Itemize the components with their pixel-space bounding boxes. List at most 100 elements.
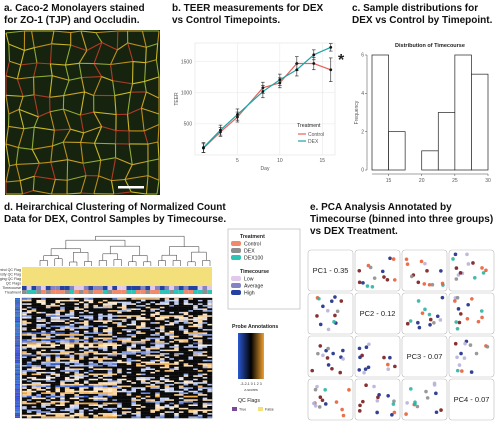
point	[202, 146, 205, 149]
heatmap-cell	[131, 349, 137, 352]
heatmap-cell	[60, 366, 65, 369]
heatmap-cell	[202, 412, 208, 415]
heatmap-cell	[131, 299, 137, 302]
cell-border	[132, 60, 146, 64]
pca-point	[428, 322, 432, 327]
heatmap-cell	[188, 380, 194, 383]
cell-border	[93, 111, 103, 127]
heatmap-cell	[197, 406, 203, 408]
heatmap-cell	[83, 316, 89, 319]
heatmap-cell	[202, 339, 208, 342]
heatmap-cell	[164, 378, 170, 381]
heatmap-cell	[169, 303, 175, 306]
heatmap-cell	[188, 370, 194, 372]
heatmap-cell	[159, 380, 165, 383]
heatmap-cell	[60, 371, 65, 374]
heatmap-cell	[88, 411, 94, 414]
heatmap-cell	[50, 328, 56, 331]
pca-point	[430, 282, 435, 287]
heatmap-cell	[55, 370, 61, 372]
heatmap-cell	[98, 354, 103, 357]
heatmap-cell	[197, 340, 203, 343]
row-side	[15, 318, 20, 321]
heatmap-cell	[121, 385, 127, 388]
heatmap-cell	[207, 370, 213, 372]
heatmap-cell	[136, 310, 141, 312]
heatmap-cell	[98, 315, 103, 318]
heatmap-cell	[140, 313, 146, 316]
heatmap-cell	[93, 388, 99, 391]
heatmap-cell	[31, 407, 37, 410]
heatmap-cell	[193, 359, 198, 362]
heatmap-cell	[178, 366, 184, 369]
heatmap-cell	[140, 359, 146, 362]
heatmap-cell	[107, 366, 113, 369]
heatmap-cell	[64, 354, 70, 357]
cell-border	[65, 62, 80, 66]
heatmap-cell	[45, 299, 51, 302]
heatmap-cell	[22, 299, 27, 302]
heatmap-cell	[83, 322, 89, 324]
heatmap-cell	[207, 318, 213, 321]
heatmap-cell	[31, 359, 37, 362]
heatmap-cell	[60, 328, 65, 331]
heatmap-cell	[136, 334, 141, 336]
heatmap-cell	[121, 366, 127, 369]
heatmap-cell	[55, 356, 61, 359]
heatmap-cell	[88, 376, 94, 379]
heatmap-cell	[150, 344, 156, 347]
heatmap-cell	[98, 342, 103, 345]
cell-border	[49, 63, 53, 76]
heatmap-cell	[112, 387, 118, 390]
heatmap-cell	[136, 322, 141, 324]
heatmap-cell	[26, 400, 32, 403]
heatmap-cell	[136, 349, 141, 352]
heatmap-cell	[164, 411, 170, 414]
heatmap-cell	[164, 376, 170, 379]
heatmap-cell	[102, 346, 108, 348]
heatmap-cell	[117, 322, 122, 324]
heatmap-cell	[45, 370, 51, 372]
cell-border	[62, 108, 72, 130]
heatmap-cell	[155, 375, 160, 378]
heatmap-cell	[36, 335, 42, 338]
heatmap-cell	[93, 394, 99, 396]
heatmap-cell	[88, 337, 94, 340]
heatmap-cell	[88, 306, 94, 309]
heatmap-cell	[169, 306, 175, 309]
cell-border	[112, 80, 133, 85]
heatmap-cell	[36, 351, 42, 354]
heatmap-cell	[145, 370, 151, 372]
heatmap-cell	[126, 356, 132, 359]
row-side	[15, 388, 20, 391]
heatmap-cell	[121, 368, 127, 371]
heatmap-cell	[169, 356, 175, 359]
heatmap-cell	[93, 334, 99, 336]
heatmap-cell	[117, 328, 122, 331]
heatmap-cell	[131, 412, 137, 415]
heatmap-cell	[79, 416, 84, 419]
cell-border	[5, 143, 10, 166]
heatmap-cell	[83, 335, 89, 338]
heatmap-cell	[69, 375, 75, 378]
heatmap-cell	[131, 330, 137, 333]
row-side	[15, 363, 20, 365]
cell-border	[33, 163, 40, 177]
heatmap-cell	[102, 325, 108, 328]
heatmap-cell	[41, 327, 46, 330]
heatmap-cell	[83, 411, 89, 414]
heatmap-cell	[74, 340, 80, 343]
heatmap-cell	[60, 358, 65, 360]
heatmap-cell	[202, 352, 208, 355]
pca-point	[332, 320, 336, 324]
heatmap-cell	[121, 363, 127, 366]
heatmap-cell	[36, 358, 42, 360]
heatmap-cell	[131, 375, 137, 378]
heatmap-cell	[98, 346, 103, 348]
heatmap-cell	[150, 306, 156, 309]
row-side	[15, 382, 20, 384]
pca-point	[317, 405, 322, 409]
heatmap-cell	[22, 347, 27, 350]
heatmap-cell	[150, 346, 156, 348]
annotation-band	[22, 267, 212, 286]
